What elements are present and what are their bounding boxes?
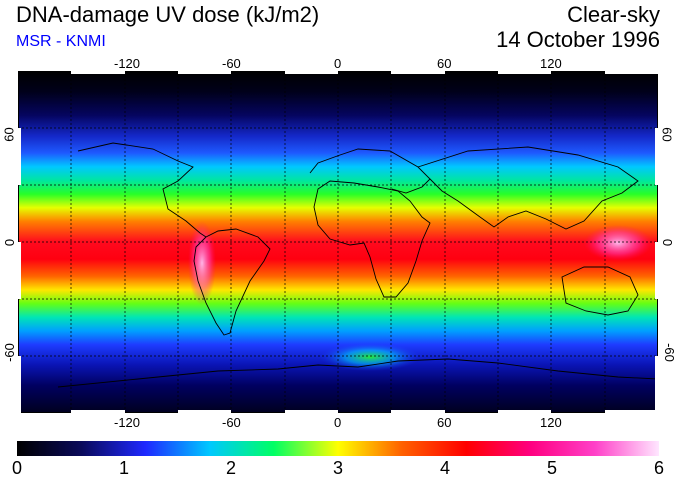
map-frame (18, 71, 658, 413)
colorbar-label-2: 2 (226, 458, 237, 478)
maritime-continent-maximum (584, 225, 652, 261)
coast-south-america (193, 228, 271, 336)
coast-antarctica (57, 358, 658, 388)
antarctic-high (320, 343, 420, 371)
lon-label-bottom-1: -60 (222, 415, 241, 430)
colorbar-label-5: 5 (547, 458, 558, 478)
lat-label-left-0: 60 (1, 127, 17, 142)
coast-eurasia-west (309, 148, 431, 194)
map-title: DNA-damage UV dose (kJ/m2) (16, 2, 320, 27)
sky-condition: Clear-sky (567, 2, 660, 27)
colorbar (17, 441, 659, 456)
source-label: MSR - KNMI (16, 33, 106, 50)
coast-africa (313, 180, 431, 298)
uv-dose-map (18, 71, 658, 413)
map-canvas (18, 71, 658, 413)
lon-label-bottom-2: 0 (334, 415, 342, 430)
colorbar-label-0: 0 (12, 458, 23, 478)
lat-label-left-2: -60 (1, 343, 17, 362)
lat-label-left-1: 0 (2, 238, 18, 247)
lon-label-top-4: 120 (540, 56, 562, 71)
map-date: 14 October 1996 (496, 27, 660, 52)
graticule (18, 71, 658, 413)
colorbar-label-3: 3 (333, 458, 344, 478)
lon-label-top-0: -120 (114, 56, 141, 71)
coast-asia (417, 146, 639, 230)
coast-australia (561, 266, 639, 316)
colorbar-label-4: 4 (440, 458, 451, 478)
lat-label-right-1: 0 (660, 238, 676, 247)
lon-label-bottom-3: 60 (437, 415, 452, 430)
lon-label-bottom-4: 120 (540, 415, 562, 430)
lon-label-top-1: -60 (222, 56, 241, 71)
lon-label-top-2: 0 (334, 56, 342, 71)
lon-label-top-3: 60 (437, 56, 452, 71)
colorbar-label-6: 6 (654, 458, 665, 478)
colorbar-label-1: 1 (119, 458, 130, 478)
lat-label-right-2: -60 (661, 343, 677, 362)
lat-label-right-0: 60 (659, 127, 675, 142)
lon-label-bottom-0: -120 (114, 415, 141, 430)
